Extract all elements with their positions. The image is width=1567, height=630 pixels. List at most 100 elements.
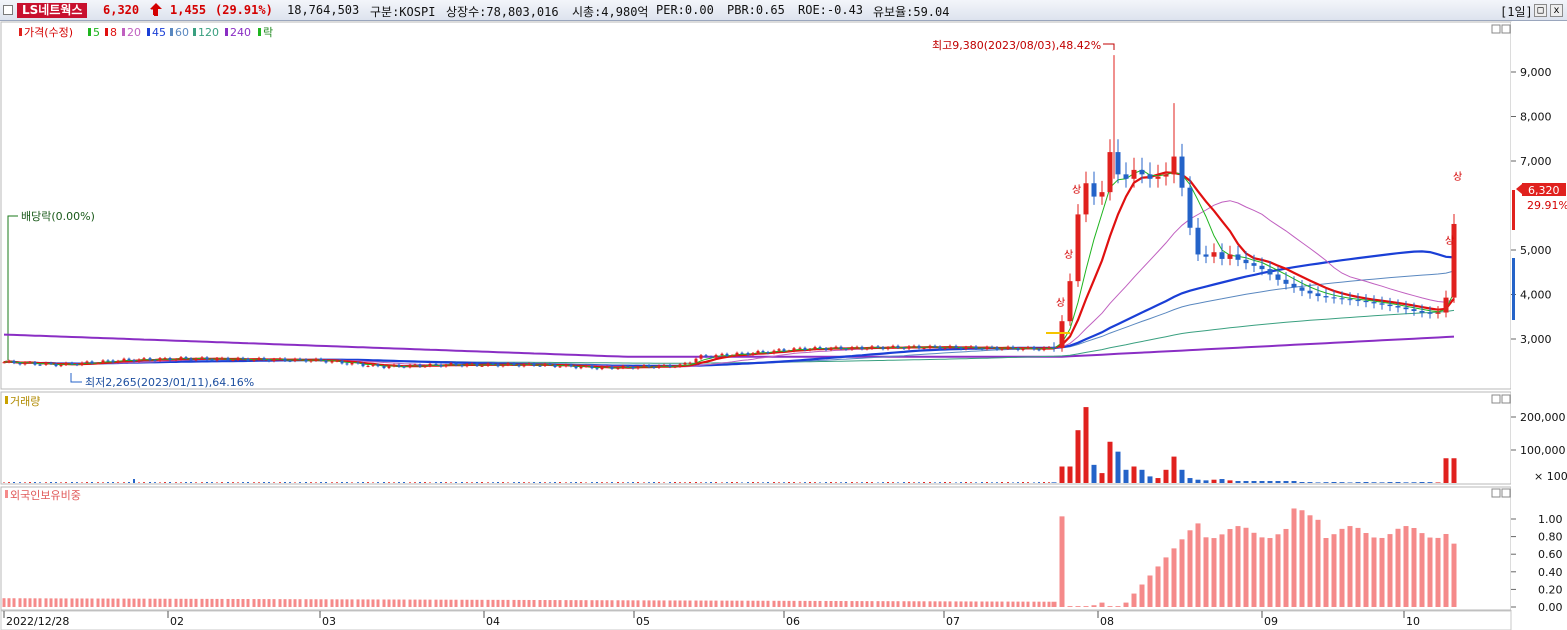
foreign-bar <box>44 598 48 607</box>
foreign-bar <box>189 598 193 607</box>
foreign-bar <box>647 600 651 607</box>
volume-bar <box>559 482 561 483</box>
volume-bar <box>164 482 166 483</box>
foreign-bar <box>699 600 703 607</box>
volume-bar <box>897 482 899 483</box>
foreign-bar <box>1147 575 1153 607</box>
period-selector[interactable]: [1일] <box>1500 5 1533 19</box>
minimize-button[interactable]: □ <box>1534 4 1547 17</box>
foreign-bar <box>205 598 209 607</box>
candle-body <box>1451 223 1457 298</box>
candle-body <box>870 346 874 349</box>
candle-body <box>730 355 734 357</box>
foreign-bar <box>532 599 536 607</box>
candle-body <box>1075 214 1081 282</box>
candle-body <box>376 364 380 367</box>
foreign-bar <box>475 599 479 607</box>
volume-bar <box>611 482 613 483</box>
candle-body <box>101 360 105 364</box>
candle-body <box>54 363 58 367</box>
foreign-bar <box>148 598 152 607</box>
volume-bar <box>1403 482 1409 483</box>
volume-bar <box>471 482 473 483</box>
foreign-bar <box>236 598 240 607</box>
candle-body <box>782 349 786 352</box>
volume-bar <box>674 482 676 483</box>
x-tick-label: 04 <box>486 615 500 628</box>
close-button[interactable]: x <box>1550 4 1563 17</box>
price-panel-buttons[interactable] <box>1491 24 1511 34</box>
legend-ma8: 8 <box>110 26 117 39</box>
foreign-bar <box>408 599 412 607</box>
volume-bar <box>1363 482 1369 483</box>
volume-bar <box>138 482 140 483</box>
candle-body <box>584 365 588 367</box>
candle-body <box>579 366 583 369</box>
foreign-bar <box>694 600 698 607</box>
volume-bar <box>419 482 421 483</box>
foreign-bar <box>1299 510 1305 607</box>
volume-bar <box>1251 481 1257 483</box>
foreign-bar <box>527 599 531 607</box>
candle-body <box>298 358 302 360</box>
candle-body <box>766 352 770 354</box>
foreign-bar <box>595 600 599 607</box>
foreign-bar <box>226 598 230 607</box>
foreign-bar <box>642 600 646 607</box>
foreign-bar <box>1267 538 1273 607</box>
volume-bar <box>128 482 130 483</box>
foreign-bar <box>491 599 495 607</box>
foreign-bar <box>933 601 937 607</box>
foreign-bar <box>1179 539 1185 607</box>
foreign-bar <box>85 598 89 607</box>
volume-bar <box>1139 469 1145 483</box>
select-checkbox[interactable] <box>3 5 13 15</box>
legend-ma20: 20 <box>127 26 141 39</box>
candle-body <box>236 357 240 361</box>
foreign-bar <box>512 599 516 607</box>
volume-bar <box>767 482 769 483</box>
volume-bar <box>8 482 10 483</box>
candle-body <box>527 363 531 365</box>
candle-body <box>1115 152 1121 175</box>
trade-volume: 18,764,503 <box>287 3 360 17</box>
volume-bar <box>918 482 920 483</box>
volume-panel-buttons[interactable] <box>1491 394 1511 404</box>
candle-body <box>543 363 547 366</box>
volume-bar <box>232 482 234 483</box>
foreign-bar <box>1307 515 1313 607</box>
volume-title: 거래량 <box>5 395 40 408</box>
volume-bar <box>414 482 416 483</box>
volume-bar <box>1048 482 1050 483</box>
stock-name-badge[interactable]: LS네트웍스 <box>17 3 88 18</box>
candle-body <box>636 366 640 369</box>
volume-bar <box>424 482 426 483</box>
candle-body <box>1011 346 1015 349</box>
candle-body <box>813 347 817 350</box>
foreign-bar <box>324 599 328 607</box>
candle-body <box>418 364 422 367</box>
candle-body <box>106 360 110 362</box>
volume-bar <box>1387 482 1393 483</box>
ma240-line <box>3 333 1455 358</box>
foreign-bar <box>1387 534 1393 607</box>
volume-bar <box>981 482 983 483</box>
volume-bar <box>544 482 546 483</box>
foreign-bar <box>179 598 183 607</box>
volume-bar <box>887 482 889 483</box>
candle-body <box>902 347 906 349</box>
foreign-bar <box>304 599 308 607</box>
candle-body <box>402 366 406 368</box>
price-tick-label: 8,000 <box>1520 111 1552 124</box>
volume-bar <box>1291 481 1297 483</box>
volume-bar <box>55 482 57 483</box>
foreign-bar <box>241 599 245 607</box>
foreign-tick-label: 0.80 <box>1538 531 1563 544</box>
volume-bar <box>367 482 369 483</box>
foreign-bar <box>584 600 588 607</box>
candle-body <box>1235 254 1241 260</box>
candle-body <box>673 366 677 368</box>
volume-bar <box>845 482 847 483</box>
foreign-panel-buttons[interactable] <box>1491 488 1511 498</box>
volume-bar <box>580 482 582 483</box>
